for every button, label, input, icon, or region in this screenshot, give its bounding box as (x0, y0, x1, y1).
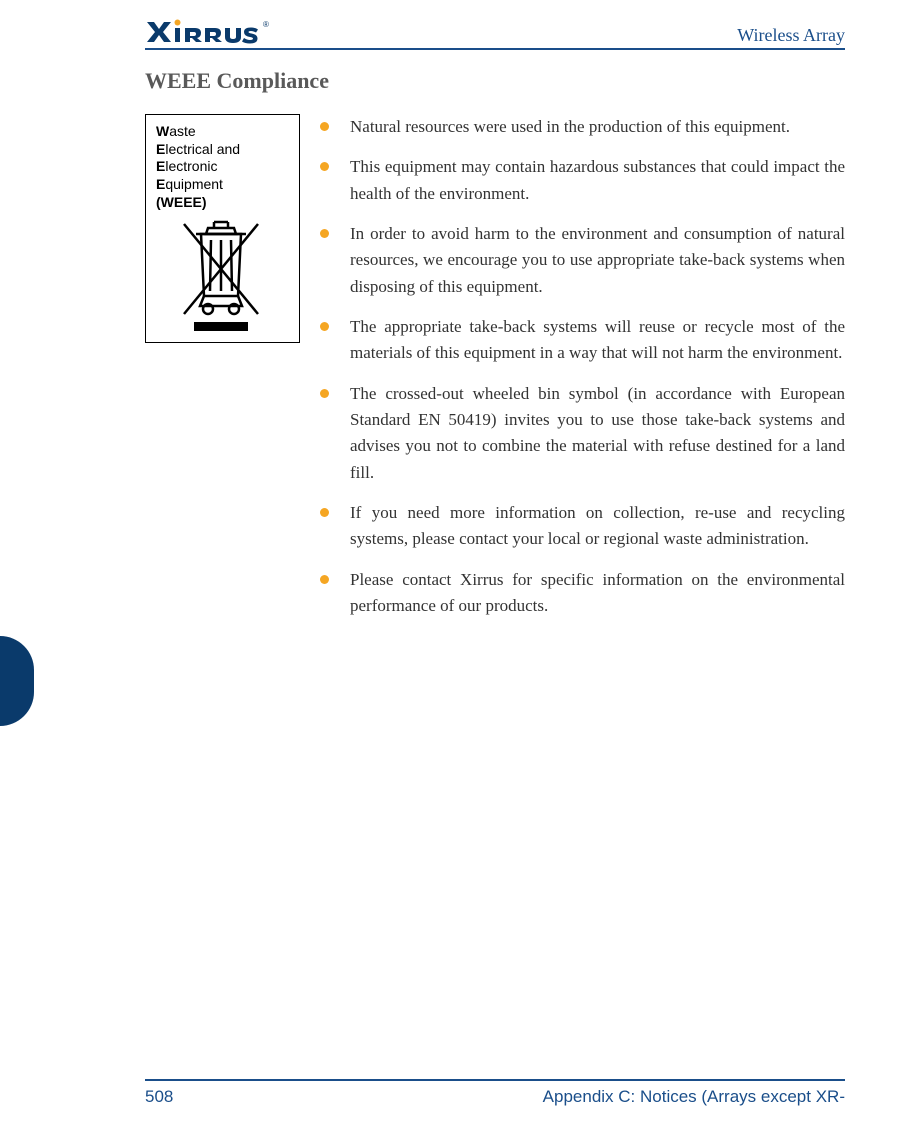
compliance-bullet-list: Natural resources were used in the produ… (316, 114, 845, 634)
header-product-title: Wireless Array (737, 25, 845, 46)
list-item: The appropriate take-back systems will r… (316, 314, 845, 367)
list-item: Please contact Xirrus for specific infor… (316, 567, 845, 620)
weee-symbol-figure: Waste Electrical and Electronic Equipmen… (145, 114, 300, 343)
svg-text:®: ® (263, 20, 269, 29)
page-header: ® Wireless Array (145, 18, 845, 50)
section-tab (0, 636, 34, 726)
page-content: ® Wireless Array WEEE Compliance Waste E… (145, 18, 845, 634)
list-item: In order to avoid harm to the environmen… (316, 221, 845, 300)
xirrus-logo-icon: ® (145, 19, 295, 45)
content-columns: Waste Electrical and Electronic Equipmen… (145, 114, 845, 634)
section-heading: WEEE Compliance (145, 68, 845, 94)
page-number: 508 (145, 1087, 173, 1107)
brand-logo: ® (145, 18, 295, 46)
list-item: If you need more information on collecti… (316, 500, 845, 553)
list-item: This equipment may contain hazardous sub… (316, 154, 845, 207)
page-footer: 508 Appendix C: Notices (Arrays except X… (145, 1079, 845, 1107)
list-item: The crossed-out wheeled bin symbol (in a… (316, 381, 845, 486)
crossed-out-bin-icon (156, 216, 286, 336)
weee-acronym-text: Waste Electrical and Electronic Equipmen… (156, 123, 289, 212)
footer-appendix-label: Appendix C: Notices (Arrays except XR- (543, 1087, 845, 1107)
list-item: Natural resources were used in the produ… (316, 114, 845, 140)
